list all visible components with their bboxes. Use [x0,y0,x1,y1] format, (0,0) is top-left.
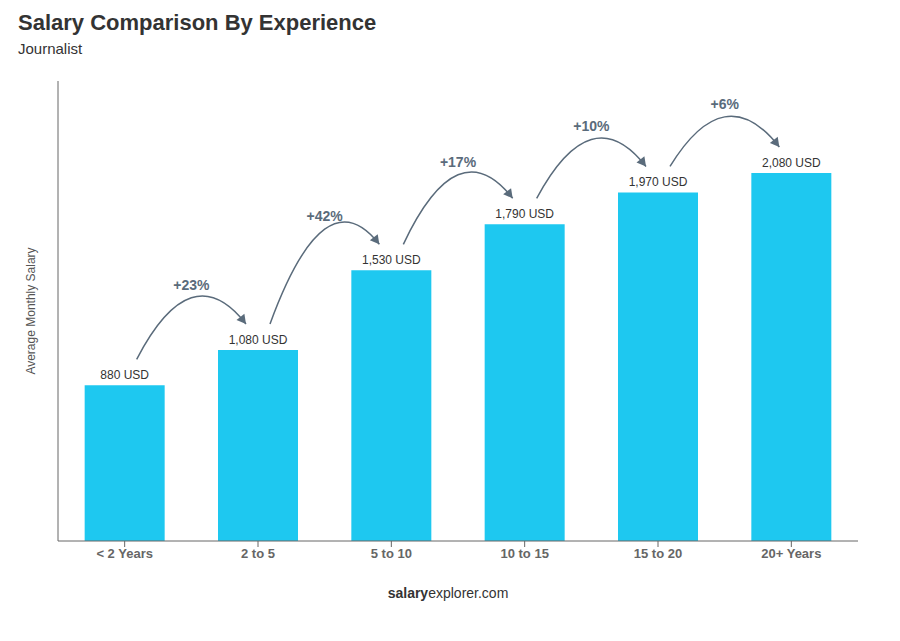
html-text:Salary Comparison By Experienc: Salary Comparison By Experience [18,10,377,35]
svg-text:+6%: +6% [710,96,739,112]
svg-text:1,530 USD: 1,530 USD [362,253,421,267]
svg-text:20+ Years: 20+ Years [761,546,821,561]
svg-text:+17%: +17% [440,154,477,170]
svg-text:15 to 20: 15 to 20 [634,546,682,561]
svg-text:1,790 USD: 1,790 USD [495,207,554,221]
svg-text:< 2 Years: < 2 Years [96,546,153,561]
svg-text:+10%: +10% [573,118,610,134]
html-text:salary explorer.com: salary explorer.com [387,585,509,601]
svg-text:2 to 5: 2 to 5 [241,546,275,561]
svg-text:5 to 10: 5 to 10 [371,546,412,561]
svg-text:880 USD: 880 USD [100,368,149,382]
svg-text:+23%: +23% [173,277,210,293]
svg-text:2,080 USD: 2,080 USD [762,156,821,170]
svg-text:1,080 USD: 1,080 USD [229,333,288,347]
svg-text:+42%: +42% [307,208,344,224]
svg-text:10 to 15: 10 to 15 [500,546,548,561]
html-text:Journalist: Journalist [18,40,83,57]
svg-text:1,970 USD: 1,970 USD [629,175,688,189]
svg-text:Average Monthly Salary: Average Monthly Salary [24,247,38,374]
